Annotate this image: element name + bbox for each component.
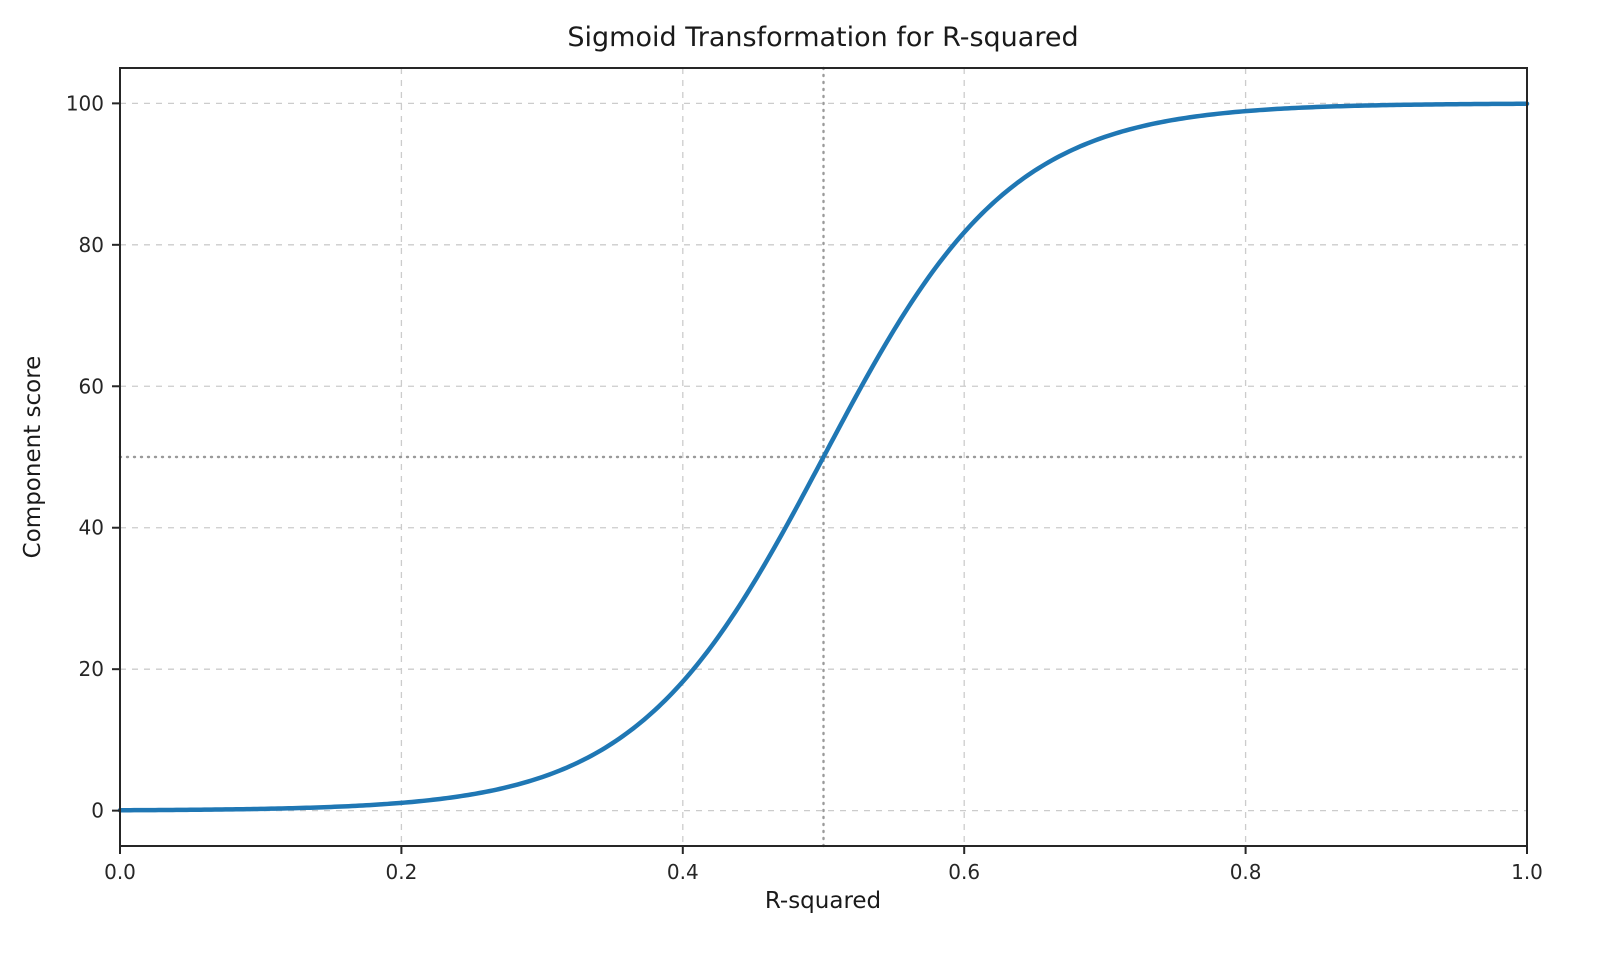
y-tick-label: 20	[79, 657, 104, 681]
x-tick-label: 0.6	[948, 860, 980, 884]
x-tick-label: 0.2	[385, 860, 417, 884]
x-axis-label: R-squared	[765, 888, 881, 914]
x-tick-label: 0.4	[667, 860, 699, 884]
y-tick-label: 100	[66, 91, 104, 115]
chart-title: Sigmoid Transformation for R-squared	[567, 22, 1078, 53]
y-tick-label: 0	[91, 799, 104, 823]
x-tick-label: 0.8	[1230, 860, 1262, 884]
plot-border	[119, 67, 1528, 847]
y-tick-label: 40	[79, 516, 104, 540]
x-tick-label: 1.0	[1511, 860, 1543, 884]
y-axis-label: Component score	[20, 356, 46, 559]
y-tick-label: 80	[79, 233, 104, 257]
x-tick-label: 0.0	[104, 860, 136, 884]
sigmoid-curve	[117, 101, 1530, 813]
y-tick-label: 60	[79, 374, 104, 398]
plot-dynamic: 0.0 0.2 0.4 0.6 0.8 1.0 0 20 40 60 80 100	[66, 66, 1543, 884]
